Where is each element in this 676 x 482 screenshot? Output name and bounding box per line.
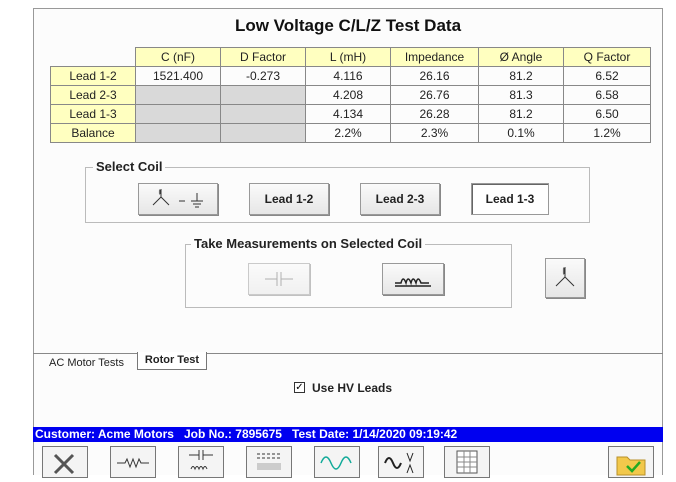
icon: [616, 456, 646, 476]
empty-cell: [135, 104, 221, 124]
tool-button[interactable]: [178, 446, 224, 478]
cell: 1.2%: [563, 123, 651, 143]
row-label: Lead 1-3: [50, 104, 136, 124]
checkbox-label[interactable]: Use HV Leads: [312, 381, 393, 395]
tool-button[interactable]: [110, 446, 156, 478]
status-text: Job No.: 7895675: [183, 427, 282, 441]
header-cell: Ø Angle: [478, 47, 564, 67]
table-row: Lead 1-2 1521.400 -0.273 4.116 26.16 81.2 6.52: [50, 66, 651, 86]
tab-line: [33, 353, 663, 354]
status-text: Test Date: 1/14/2020 09:19:42: [292, 427, 458, 441]
table-row: Lead 2-3 4.208 26.76 81.3 6.58: [50, 85, 651, 105]
icon: [189, 450, 213, 471]
tool-button[interactable]: [246, 446, 292, 478]
cell: 2.3%: [390, 123, 479, 143]
icon: [384, 452, 414, 474]
header-cell: L (mH): [305, 47, 391, 67]
cell: 26.28: [390, 104, 479, 124]
inductance-button[interactable]: [382, 263, 444, 295]
icon: [152, 189, 203, 208]
group-label: Select Coil: [93, 159, 166, 174]
title: Low Voltage C/L/Z Test Data: [234, 16, 462, 35]
icon: [117, 457, 149, 469]
capacitance-button[interactable]: [248, 263, 310, 295]
icon: [320, 456, 352, 470]
cell: 1521.400: [135, 66, 221, 86]
header-cell: Q Factor: [563, 47, 651, 67]
coil-ground-button[interactable]: [138, 183, 218, 215]
coil-button[interactable]: Lead 1-3: [471, 183, 549, 215]
coil-button[interactable]: Lead 2-3: [360, 183, 440, 215]
row-label: Lead 2-3: [50, 85, 136, 105]
table-row: Balance 2.2% 2.3% 0.1% 1.2%: [50, 123, 651, 143]
header-cell: Impedance: [390, 47, 479, 67]
cell: 81.2: [478, 66, 564, 86]
cell: 81.2: [478, 104, 564, 124]
tool-button[interactable]: [42, 446, 88, 478]
icon: [265, 272, 293, 286]
select-coil-group: [85, 167, 590, 223]
icon: [395, 278, 431, 287]
coil-button[interactable]: Lead 1-2: [249, 183, 329, 215]
icon: [456, 450, 478, 474]
cell: 26.76: [390, 85, 479, 105]
cell: -0.273: [220, 66, 306, 86]
cell: 6.50: [563, 104, 651, 124]
empty-cell: [220, 123, 306, 143]
cell: 26.16: [390, 66, 479, 86]
coil-button[interactable]: [545, 258, 585, 298]
cell: 6.58: [563, 85, 651, 105]
group-label: Take Measurements on Selected Coil: [191, 236, 426, 251]
tool-button[interactable]: [608, 446, 654, 478]
icon: [53, 453, 75, 475]
tool-button[interactable]: [444, 446, 490, 478]
icon: [257, 453, 281, 470]
cell: 4.208: [305, 85, 391, 105]
cell: 81.3: [478, 85, 564, 105]
empty-cell: [220, 85, 306, 105]
cell: 4.116: [305, 66, 391, 86]
empty-cell: [220, 104, 306, 124]
tab-active[interactable]: Rotor Test: [137, 352, 207, 370]
empty-cell: [135, 123, 221, 143]
status-bar: Customer: Acme Motors Job No.: 7895675 T…: [33, 427, 663, 442]
status-text: Customer: Acme Motors: [35, 427, 174, 441]
header-cell: C (nF): [135, 47, 221, 67]
cell: 2.2%: [305, 123, 391, 143]
header-cell: D Factor: [220, 47, 306, 67]
icon: [555, 267, 575, 287]
row-label: Lead 1-2: [50, 66, 136, 86]
data-table: C (nF) D Factor L (mH) Impedance Ø Angle Q Fa…: [50, 47, 651, 143]
cell: 0.1%: [478, 123, 564, 143]
empty-cell: [135, 85, 221, 105]
cell: 6.52: [563, 66, 651, 86]
checkbox[interactable]: ✓: [294, 382, 305, 393]
tab[interactable]: AC Motor Tests: [49, 357, 124, 369]
tool-button[interactable]: [314, 446, 360, 478]
measure-group: [185, 244, 512, 308]
row-label: Balance: [50, 123, 136, 143]
tool-button[interactable]: [378, 446, 424, 478]
cell: 4.134: [305, 104, 391, 124]
corner-cell: [50, 47, 136, 67]
table-row: Lead 1-3 4.134 26.28 81.2 6.50: [50, 104, 651, 124]
header-row: C (nF) D Factor L (mH) Impedance Ø Angle Q Fa…: [50, 47, 651, 67]
